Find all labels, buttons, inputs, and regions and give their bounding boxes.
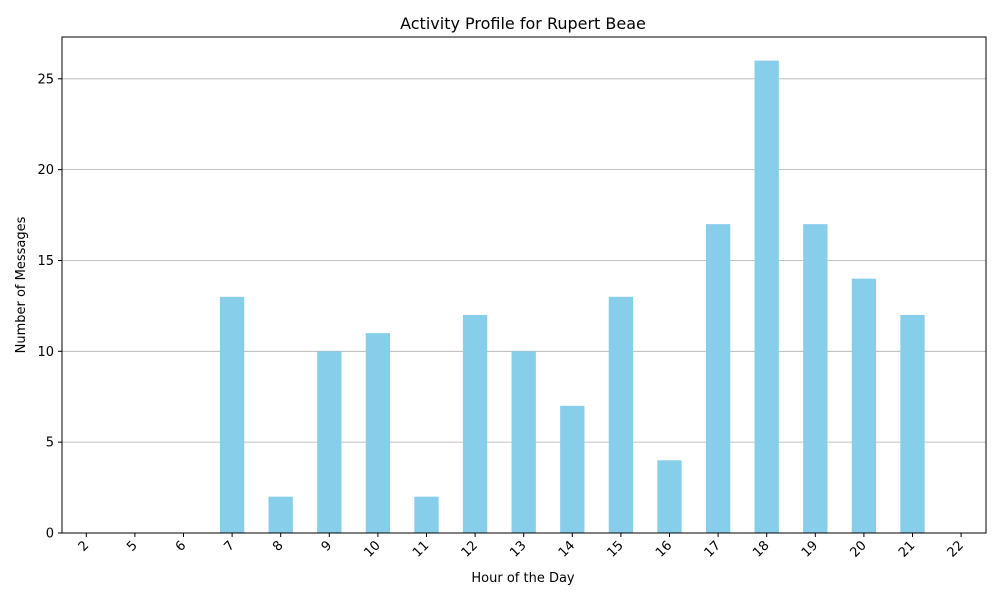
x-axis-ticks: 2 5 6 7 8 9 10 11 12 13 14 15 16 17 18 19 20 21 22 xyxy=(76,533,967,561)
y-tick-label: 15 xyxy=(37,254,54,269)
bar-hour-7 xyxy=(219,296,245,533)
x-tick-label: 17 xyxy=(702,538,724,560)
bar-hour-13 xyxy=(511,351,536,533)
x-tick-label: 11 xyxy=(410,538,432,560)
x-tick-label: 8 xyxy=(270,538,286,554)
x-tick-label: 21 xyxy=(896,538,918,560)
bar-hour-11 xyxy=(414,496,439,533)
x-tick-label: 14 xyxy=(556,538,578,560)
x-axis-label: Hour of the Day xyxy=(471,571,575,586)
x-tick-label: 12 xyxy=(459,538,481,560)
bar-hour-10 xyxy=(365,333,391,533)
y-axis-label: Number of Messages xyxy=(14,216,29,353)
x-tick-label: 2 xyxy=(76,538,92,554)
y-axis-ticks: 0 5 10 15 20 25 xyxy=(37,72,62,542)
x-tick-label: 18 xyxy=(750,538,772,560)
bars xyxy=(219,60,925,533)
x-tick-label: 20 xyxy=(847,538,869,560)
x-tick-label: 7 xyxy=(221,538,237,554)
bar-hour-14 xyxy=(560,405,585,533)
chart-title: Activity Profile for Rupert Beae xyxy=(400,14,646,33)
y-tick-label: 10 xyxy=(37,345,54,360)
bar-hour-17 xyxy=(705,224,731,533)
y-tick-label: 25 xyxy=(37,72,54,87)
bar-hour-19 xyxy=(803,224,828,533)
bar-hour-16 xyxy=(657,460,682,533)
x-tick-label: 5 xyxy=(124,538,140,554)
bar-hour-8 xyxy=(268,496,293,533)
y-tick-label: 20 xyxy=(37,163,54,178)
x-tick-label: 15 xyxy=(604,538,626,560)
x-tick-label: 9 xyxy=(319,538,335,554)
y-tick-label: 0 xyxy=(46,527,54,542)
bar-hour-21 xyxy=(900,314,925,533)
bar-hour-12 xyxy=(462,314,488,533)
y-tick-label: 5 xyxy=(46,436,54,451)
x-tick-label: 13 xyxy=(507,538,529,560)
x-tick-label: 16 xyxy=(653,538,675,560)
x-tick-label: 10 xyxy=(361,538,383,560)
x-tick-label: 22 xyxy=(945,538,967,560)
bar-hour-20 xyxy=(851,278,877,533)
bar-hour-18 xyxy=(754,60,779,533)
x-tick-label: 6 xyxy=(173,538,189,554)
x-tick-label: 19 xyxy=(799,538,821,560)
bar-hour-15 xyxy=(608,296,634,533)
bar-hour-9 xyxy=(317,351,342,533)
